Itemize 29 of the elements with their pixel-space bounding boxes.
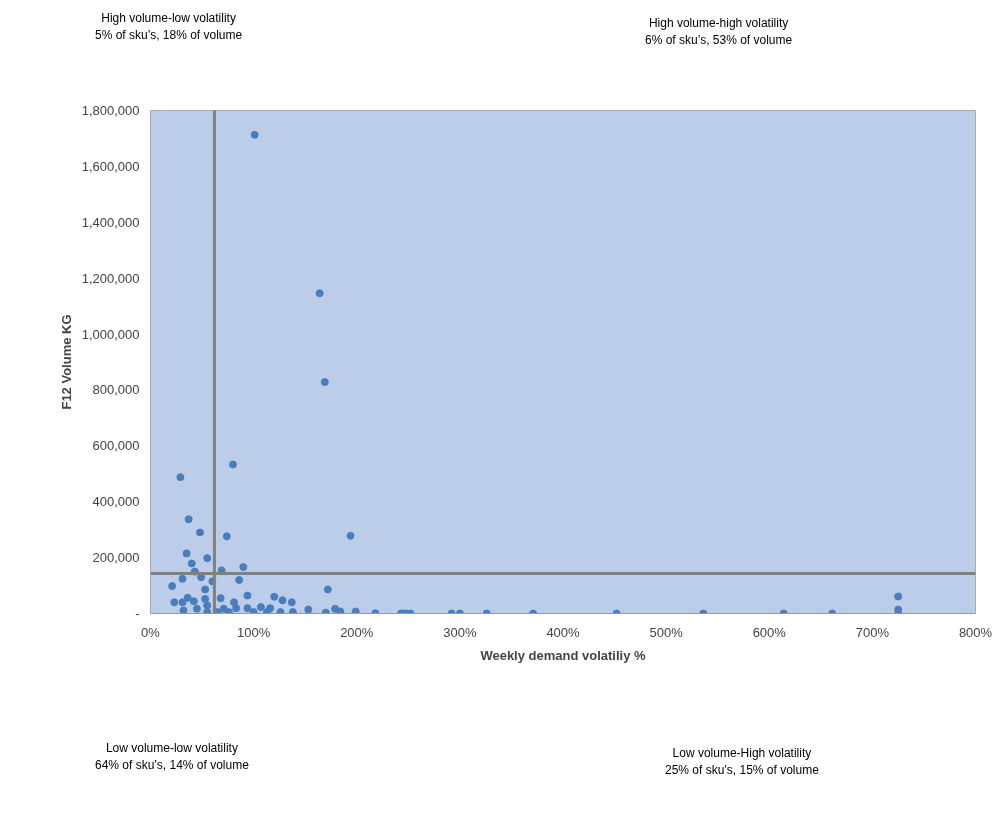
text: 6% of sku’s, 53% of volume bbox=[645, 32, 793, 50]
text: Low volume-High volatility bbox=[671, 745, 813, 762]
text: High volume-high volatility bbox=[647, 15, 790, 32]
y-tick-label: 1,400,000 bbox=[81, 214, 140, 230]
y-tick-label: 800,000 bbox=[92, 382, 140, 398]
x-tick-label: 0% bbox=[141, 624, 161, 640]
x-tick-label: 100% bbox=[237, 624, 271, 640]
y-tick-label: 1,200,000 bbox=[81, 270, 140, 286]
text: 5% of sku’s, 18% of volume bbox=[95, 27, 243, 45]
y-tick-label: 1,000,000 bbox=[81, 326, 140, 342]
x-tick-label: 200% bbox=[340, 624, 374, 640]
x-axis-title: Weekly demand volatiliy % bbox=[480, 647, 647, 663]
y-tick-label: 600,000 bbox=[92, 438, 140, 454]
text: 64% of sku’s, 14% of volume bbox=[95, 757, 249, 775]
x-tick-label: 800% bbox=[958, 624, 993, 640]
x-tick-label: 600% bbox=[752, 624, 787, 640]
y-tick-label: 1,600,000 bbox=[81, 158, 140, 174]
x-tick-label: 400% bbox=[546, 624, 581, 640]
x-tick-label: 300% bbox=[443, 624, 477, 640]
y-tick-label: 1,800,000 bbox=[81, 103, 140, 118]
y-tick-label: - bbox=[135, 606, 140, 621]
text: Low volume-low volatility bbox=[104, 740, 239, 757]
x-tick-label: 500% bbox=[649, 624, 684, 640]
y-tick-label: 400,000 bbox=[92, 494, 140, 510]
y-tick-label: 200,000 bbox=[92, 550, 140, 566]
y-axis-title: F12 Volume KG bbox=[58, 314, 74, 410]
text: High volume-low volatility bbox=[100, 10, 237, 27]
text: 25% of sku’s, 15% of volume bbox=[665, 762, 819, 780]
x-tick-label: 700% bbox=[855, 624, 890, 640]
